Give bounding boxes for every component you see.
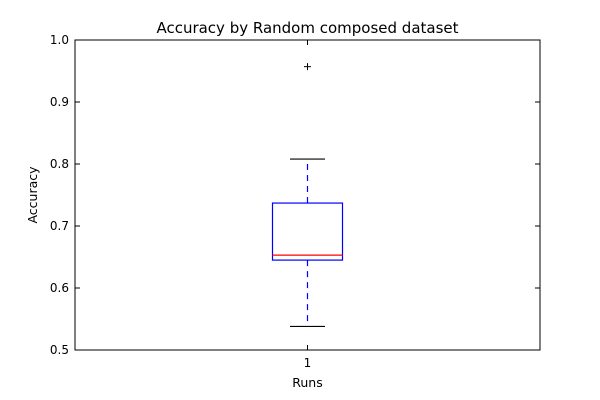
y-axis-label: Accuracy xyxy=(25,166,40,224)
y-tick-label: 0.6 xyxy=(50,281,69,295)
chart-title: Accuracy by Random composed dataset xyxy=(156,19,458,37)
y-tick-label: 1.0 xyxy=(50,33,69,47)
box-iqr xyxy=(271,202,344,261)
y-tick-label: 0.8 xyxy=(50,157,69,171)
y-axis: 0.5 0.6 0.7 0.8 0.9 1.0 xyxy=(50,33,540,357)
outlier-marker xyxy=(304,63,311,71)
y-tick-label: 0.9 xyxy=(50,95,69,109)
x-axis: 1 xyxy=(304,40,312,370)
y-tick-label: 0.7 xyxy=(50,219,69,233)
box-group xyxy=(271,63,344,328)
plot-area-frame xyxy=(74,39,541,351)
box-series xyxy=(271,63,344,328)
x-axis-label: Runs xyxy=(292,375,322,390)
x-tick-label: 1 xyxy=(304,356,312,370)
y-tick-label: 0.5 xyxy=(50,343,69,357)
